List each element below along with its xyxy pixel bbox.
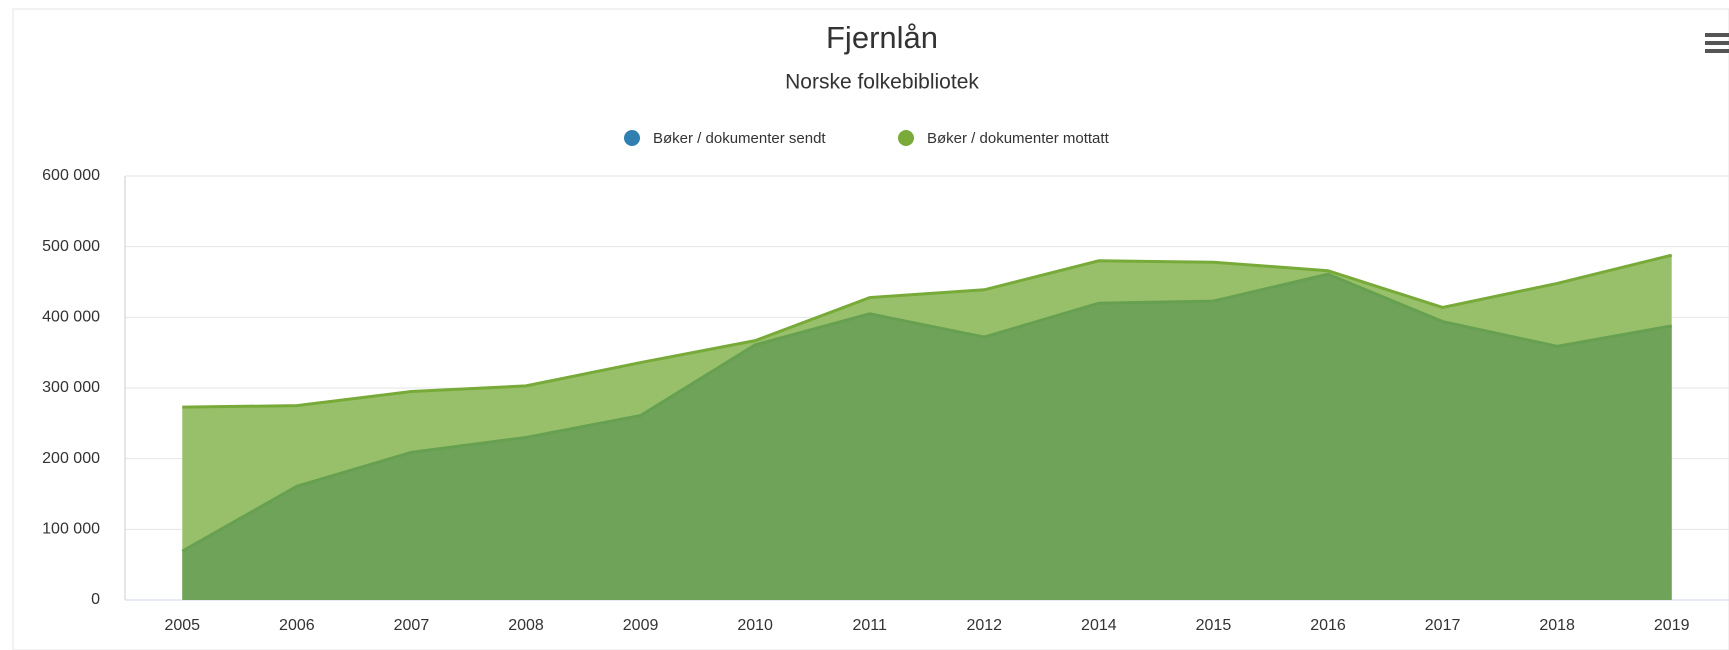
x-tick-label: 2010 — [737, 617, 773, 634]
y-tick-label: 0 — [91, 591, 100, 608]
legend-marker — [898, 130, 914, 146]
x-tick-label: 2006 — [279, 617, 315, 634]
legend-label: Bøker / dokumenter mottatt — [927, 130, 1110, 147]
y-tick-label: 400 000 — [42, 309, 100, 326]
x-tick-label: 2005 — [164, 617, 200, 634]
chart-title: Fjernlån — [826, 20, 938, 55]
x-tick-label: 2007 — [394, 617, 430, 634]
legend-item[interactable]: Bøker / dokumenter mottatt — [898, 130, 1110, 147]
legend-marker — [624, 130, 640, 146]
x-tick-label: 2018 — [1539, 617, 1575, 634]
x-tick-label: 2008 — [508, 617, 544, 634]
x-tick-label: 2012 — [966, 617, 1002, 634]
y-tick-label: 300 000 — [42, 379, 100, 396]
menu-bar — [1705, 41, 1729, 45]
line — [181, 272, 1672, 553]
x-tick-label: 2017 — [1425, 617, 1461, 634]
y-tick-label: 100 000 — [42, 521, 100, 538]
legend-label: Bøker / dokumenter sendt — [653, 130, 826, 147]
x-tick-label: 2014 — [1081, 617, 1117, 634]
x-tick-label: 2019 — [1654, 617, 1690, 634]
legend-item[interactable]: Bøker / dokumenter sendt — [624, 130, 826, 147]
y-tick-label: 600 000 — [42, 167, 100, 184]
y-tick-label: 500 000 — [42, 238, 100, 255]
menu-button[interactable] — [1705, 33, 1729, 53]
chart-subtitle: Norske folkebibliotek — [785, 71, 979, 94]
menu-bar — [1705, 49, 1729, 53]
x-tick-label: 2011 — [853, 617, 888, 634]
y-tick-label: 200 000 — [42, 450, 100, 467]
x-tick-label: 2009 — [623, 617, 659, 634]
menu-bar — [1705, 33, 1729, 37]
x-tick-label: 2015 — [1196, 617, 1232, 634]
area — [182, 274, 1672, 600]
line — [182, 253, 1673, 409]
x-tick-label: 2016 — [1310, 617, 1346, 634]
